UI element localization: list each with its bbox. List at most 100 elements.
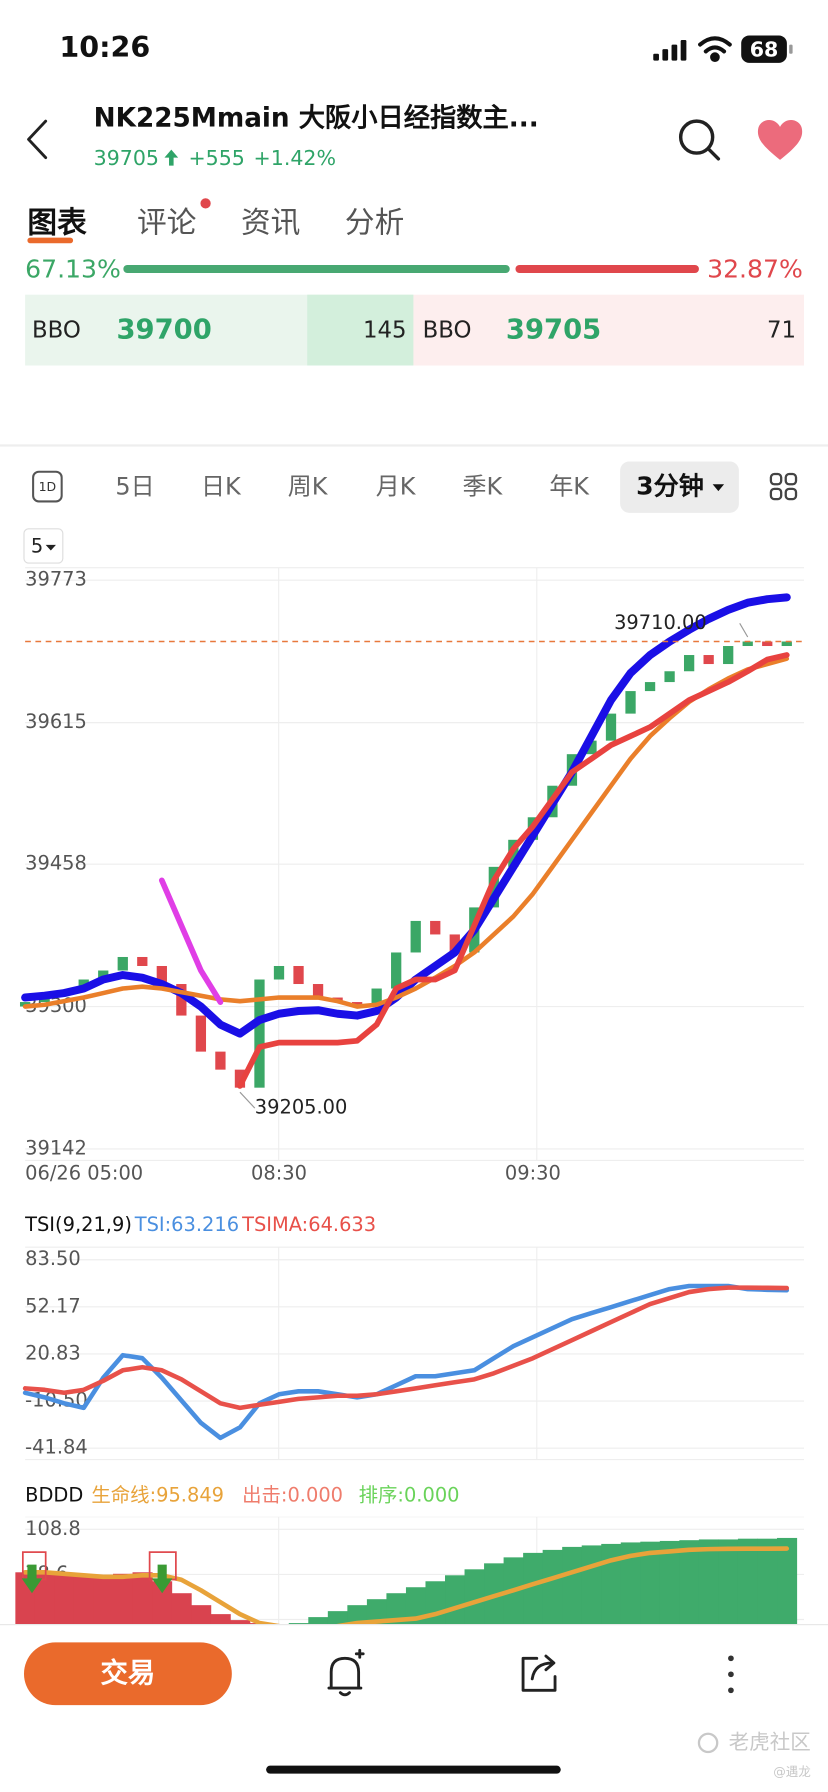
bddd-bar <box>620 1542 641 1625</box>
price: 39705 <box>94 146 159 170</box>
ma-selector[interactable] <box>23 528 64 564</box>
x-tick-label: 06/26 05:00 <box>25 1162 143 1185</box>
bddd-bar <box>73 1575 95 1625</box>
series-line <box>237 652 790 1089</box>
share-button[interactable] <box>521 1654 557 1692</box>
tab[interactable]: 图表 <box>27 205 87 240</box>
home-indicator <box>266 1765 561 1774</box>
x-tick-label: 08:30 <box>251 1162 307 1185</box>
period[interactable]: 周K <box>288 473 329 501</box>
candle <box>293 965 304 985</box>
period[interactable]: 季K <box>463 473 504 501</box>
series-line <box>22 656 790 1009</box>
bddd-bar <box>484 1563 505 1625</box>
bddd-bar <box>34 1573 55 1625</box>
bid-size-bg <box>307 294 414 366</box>
watermark-logo <box>697 1732 719 1754</box>
legend-entry: TSI:63.216 <box>134 1213 239 1236</box>
search-button[interactable] <box>678 119 721 161</box>
candle <box>449 934 460 953</box>
tab[interactable]: 评论 <box>137 205 196 240</box>
indicator-value: 出击:0.000 <box>242 1484 343 1507</box>
bddd-bar <box>464 1569 485 1625</box>
candle <box>781 641 792 647</box>
bddd-bar <box>679 1540 700 1625</box>
up-arrow <box>164 149 179 166</box>
back-button[interactable] <box>27 119 48 160</box>
bddd-bar <box>562 1546 583 1625</box>
candle <box>254 979 265 1088</box>
bddd-bar <box>445 1575 466 1625</box>
bddd-bar <box>757 1538 778 1625</box>
y-tick-label: 39615 <box>25 710 87 733</box>
bddd-bar <box>777 1537 798 1625</box>
candle <box>723 646 734 665</box>
battery-level: 68 <box>750 37 779 61</box>
bddd-bar <box>659 1540 680 1625</box>
indicator-value: 排序:0.000 <box>359 1484 460 1507</box>
tab[interactable]: 资讯 <box>241 205 300 240</box>
buy-ratio: 67.13% <box>25 255 121 284</box>
bddd-bar <box>366 1599 387 1625</box>
candle <box>371 988 382 1007</box>
bddd-bar <box>152 1581 173 1625</box>
period-icon[interactable] <box>32 470 63 503</box>
tab-underline <box>27 237 74 244</box>
annotation-leader <box>739 623 749 638</box>
wifi <box>698 36 732 63</box>
bddd-bar <box>640 1541 661 1625</box>
period[interactable]: 5日 <box>115 473 154 501</box>
bddd-bar <box>113 1573 134 1625</box>
candle <box>430 920 441 935</box>
candle <box>195 1015 207 1052</box>
candle <box>176 984 187 1016</box>
active-period-bg[interactable] <box>620 461 739 513</box>
period[interactable]: 年K <box>549 473 590 501</box>
y-tick-label: 39773 <box>25 568 87 591</box>
trade-button-label[interactable]: 交易 <box>101 1657 156 1689</box>
bddd-bar <box>191 1605 212 1625</box>
bddd-bar <box>718 1539 739 1625</box>
bddd-bar <box>698 1539 719 1625</box>
layout-button[interactable] <box>769 472 798 501</box>
candle <box>410 920 421 953</box>
ask-size: 71 <box>767 318 796 344</box>
series-line <box>22 1285 790 1411</box>
y-tick-label: 108.8 <box>25 1517 81 1540</box>
dropdown-caret <box>712 484 725 492</box>
sell-ratio-bar <box>515 265 699 274</box>
tab[interactable]: 分析 <box>345 205 404 240</box>
alert-button[interactable] <box>327 1648 365 1697</box>
bddd-bar <box>405 1587 427 1625</box>
candle <box>625 691 636 714</box>
series-line <box>158 877 224 1005</box>
period-icon-label: 1D <box>39 479 57 494</box>
bddd-bar <box>601 1543 622 1625</box>
candle <box>137 956 148 966</box>
candle <box>762 641 773 647</box>
bddd-bar <box>171 1593 192 1625</box>
favorite-button[interactable] <box>757 120 803 160</box>
sell-ratio: 32.87% <box>707 255 803 284</box>
period[interactable]: 日K <box>201 473 242 501</box>
bddd-bar <box>308 1617 329 1625</box>
period[interactable]: 月K <box>376 473 417 501</box>
active-period[interactable]: 3分钟 <box>636 472 704 501</box>
bddd-bar <box>210 1614 231 1625</box>
y-tick-label: 83.50 <box>25 1247 81 1270</box>
bddd-signals <box>21 1551 177 1594</box>
chart-panel: 108.878.648.4 <box>15 1516 805 1625</box>
trade-button[interactable] <box>23 1642 232 1706</box>
battery <box>741 35 787 63</box>
more-button[interactable] <box>728 1655 734 1694</box>
x-tick-label: 09:30 <box>505 1162 561 1185</box>
buy-ratio-bar <box>123 265 510 274</box>
legend-entry: 生命线:95.849 <box>91 1484 224 1507</box>
legend-entry: TSIMA:64.633 <box>241 1213 376 1236</box>
bddd-bar <box>523 1552 544 1625</box>
candle <box>234 1069 246 1088</box>
footer-border <box>0 1624 828 1626</box>
chart-panel: 397733961539458393003914239205.0039710.0… <box>19 567 805 1185</box>
bddd-bar <box>327 1611 348 1625</box>
